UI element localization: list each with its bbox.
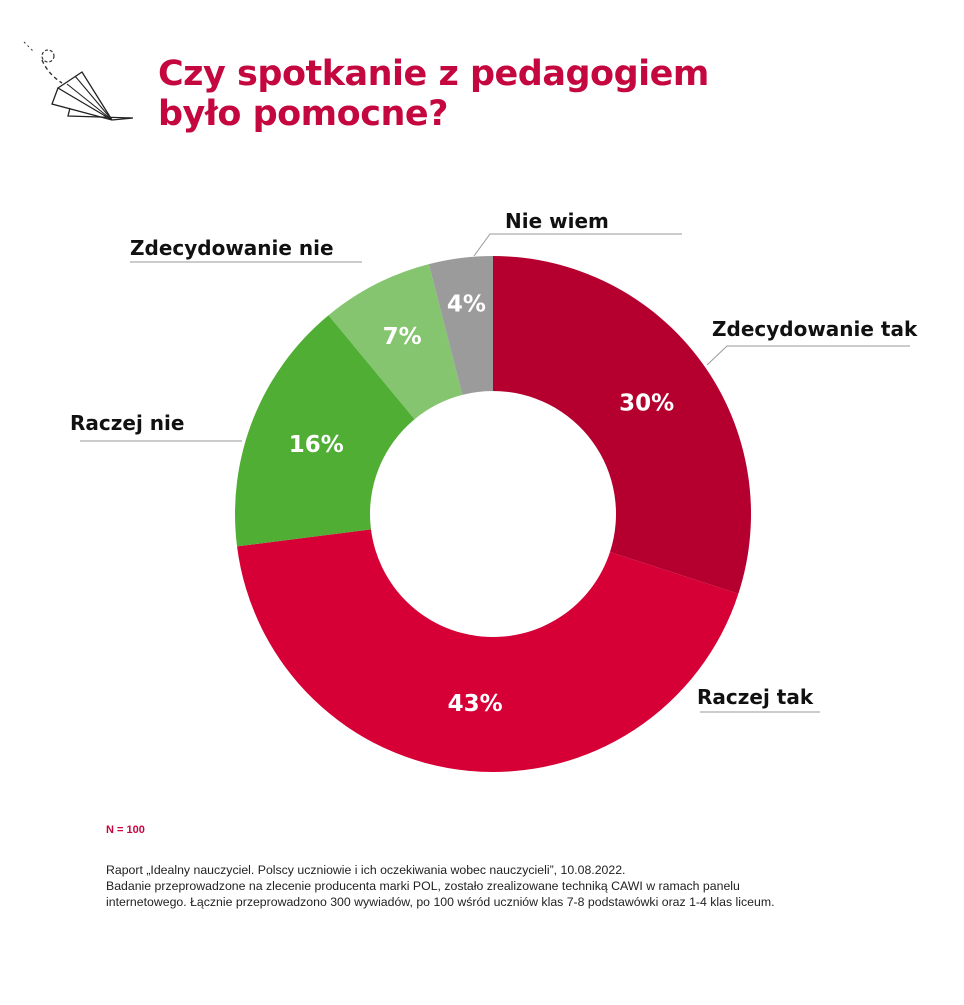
slice-nie-wiem bbox=[428, 256, 493, 395]
chart-title: Czy spotkanie z pedagogiem było pomocne? bbox=[158, 54, 709, 134]
paper-plane-icon bbox=[23, 41, 134, 121]
slice-zdecydowanie-nie bbox=[328, 264, 463, 420]
value-label-raczej-nie: 16% bbox=[289, 432, 344, 458]
category-label-zdecydowanie-tak: Zdecydowanie tak bbox=[712, 317, 918, 341]
title-line-1: Czy spotkanie z pedagogiem bbox=[158, 54, 709, 94]
slice-raczej-nie bbox=[235, 315, 415, 547]
slice-raczej-tak bbox=[237, 529, 739, 772]
source-note: Raport „Idealny nauczyciel. Polscy uczni… bbox=[106, 862, 926, 910]
value-label-raczej-tak: 43% bbox=[448, 691, 503, 717]
value-label-nie-wiem: 4% bbox=[447, 292, 486, 318]
category-label-nie-wiem: Nie wiem bbox=[505, 209, 609, 233]
category-label-raczej-nie: Raczej nie bbox=[70, 411, 184, 435]
leader-line-zdecydowanie-tak bbox=[706, 345, 910, 366]
sample-size: N = 100 bbox=[106, 824, 145, 836]
value-label-zdecydowanie-nie: 7% bbox=[383, 324, 422, 350]
category-label-zdecydowanie-nie: Zdecydowanie nie bbox=[130, 236, 334, 260]
value-label-zdecydowanie-tak: 30% bbox=[619, 390, 674, 416]
category-label-raczej-tak: Raczej tak bbox=[697, 685, 814, 709]
source-line-3: internetowego. Łącznie przeprowadzono 30… bbox=[106, 895, 775, 909]
title-line-2: było pomocne? bbox=[158, 94, 448, 134]
leader-line-nie-wiem bbox=[473, 233, 682, 257]
source-line-1: Raport „Idealny nauczyciel. Polscy uczni… bbox=[106, 863, 626, 877]
source-line-2: Badanie przeprowadzone na zlecenie produ… bbox=[106, 879, 740, 893]
slice-zdecydowanie-tak bbox=[493, 256, 751, 594]
